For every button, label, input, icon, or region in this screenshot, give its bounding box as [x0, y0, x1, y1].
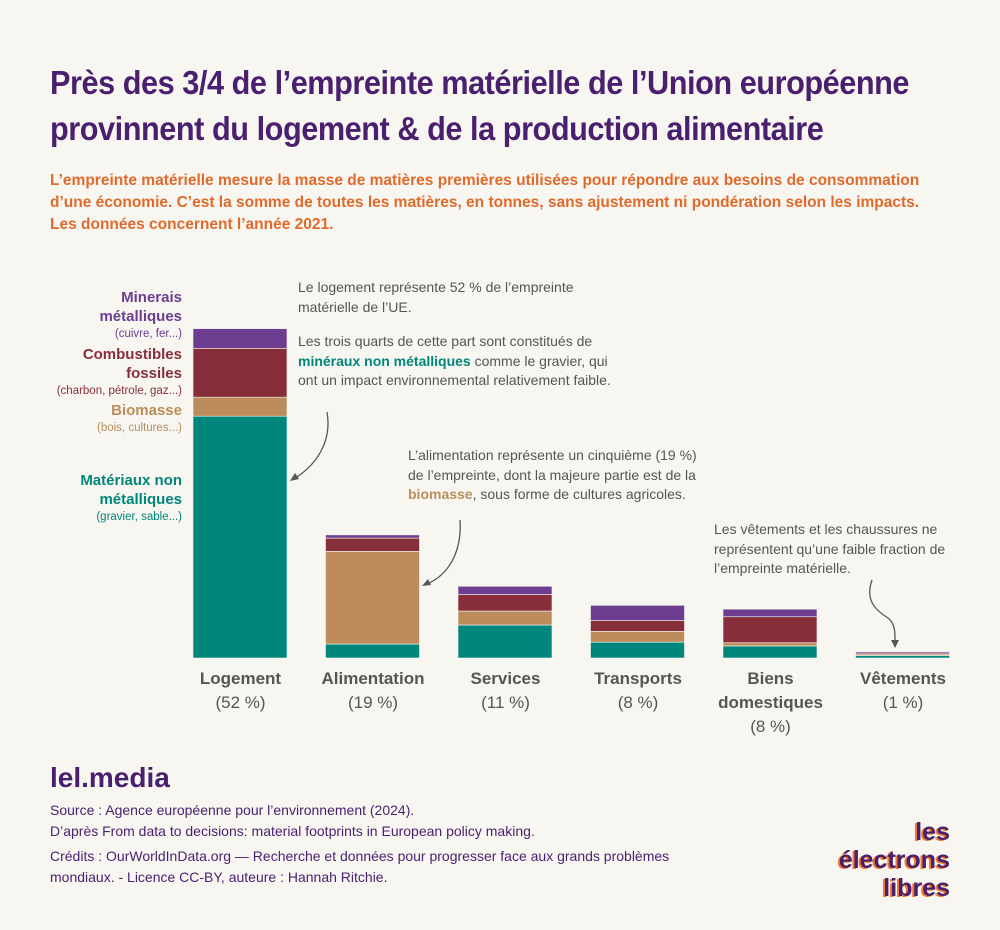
legend-metal: Minerais métalliques (cuivre, fer...)	[62, 288, 182, 342]
credits-text: Crédits : OurWorldInData.org — Recherche…	[50, 848, 670, 885]
annotation-vetements: Les vêtements et les chaussures ne repré…	[714, 521, 946, 576]
logo-line: libres	[883, 874, 950, 902]
chart-subtitle: L’empreinte matérielle mesure la masse d…	[50, 172, 920, 233]
category-name: Transports	[594, 669, 682, 688]
bar-segment-minerais-m-talliques	[192, 328, 288, 349]
category-percent: (1 %)	[882, 693, 924, 712]
bar-segment-mat-riaux-non-m-talliques	[192, 415, 288, 659]
les-electrons-libres-logo: les électrons libres	[806, 818, 950, 902]
brand-name: lel.media	[50, 762, 170, 793]
arrow-head	[290, 473, 299, 481]
chart-title: Près des 3/4 de l’empreinte matérielle d…	[50, 64, 910, 147]
bar-segment-minerais-m-talliques	[325, 534, 420, 539]
legend-sublabel: (gravier, sable...)	[96, 511, 182, 523]
category-name: Alimentation	[321, 669, 425, 688]
logo-line: les électrons	[838, 818, 950, 874]
annotation-text: , sous forme de cultures agricoles.	[472, 486, 686, 502]
legend-biomass: Biomasse (bois, cultures...)	[97, 401, 182, 436]
arrow-head	[891, 640, 899, 648]
bar-segment-combustibles-fossiles	[590, 620, 685, 632]
category-name: Services	[470, 669, 541, 688]
bar-segment-mat-riaux-non-m-talliques	[590, 641, 685, 659]
bar-segment-biomasse	[192, 396, 288, 417]
annotation-text: Les trois quarts de cette part sont cons…	[298, 333, 593, 349]
category-name: Biens domestiques	[718, 669, 823, 712]
bar-segment-biomasse	[325, 551, 420, 645]
bar-segment-minerais-m-talliques	[457, 585, 553, 595]
category-label: Services (11 %)	[439, 667, 572, 715]
bar-segment-minerais-m-talliques	[590, 605, 685, 621]
legend-nonmetal: Matériaux non métalliques (gravier, sabl…	[52, 471, 182, 525]
bar-segment-mat-riaux-non-m-talliques	[325, 643, 420, 659]
arrow-head	[422, 579, 431, 586]
annotation-highlight: biomasse	[408, 486, 473, 502]
arrow-alimentation	[424, 519, 461, 586]
annotation-alimentation: L’alimentation représente un cinquième (…	[408, 446, 698, 505]
legend-label: Minerais métalliques	[99, 289, 182, 325]
category-label: Biens domestiques (8 %)	[704, 667, 837, 739]
bar-segment-mat-riaux-non-m-talliques	[457, 624, 553, 659]
legend-sublabel: (cuivre, fer...)	[114, 328, 182, 340]
legend-label: Combustibles fossiles	[82, 346, 182, 382]
legend-label: Biomasse	[111, 402, 182, 419]
category-name: Vêtements	[860, 669, 946, 688]
bar-segment-biomasse	[722, 642, 818, 647]
category-percent: (8 %)	[750, 717, 791, 736]
credits: Source : Agence européenne pour l’enviro…	[50, 800, 750, 888]
bar-segment-minerais-m-talliques	[722, 608, 818, 618]
bar-segment-minerais-m-talliques	[855, 651, 950, 654]
bar-segment-mat-riaux-non-m-talliques	[722, 645, 818, 659]
category-label: Alimentation (19 %)	[307, 667, 440, 715]
annotation-text: comme le gravier, qui ont un impact envi…	[298, 352, 611, 389]
legend-sublabel: (charbon, pétrole, gaz...)	[56, 385, 182, 397]
annotation-highlight: minéraux non métalliques	[298, 352, 471, 369]
bar-segment-biomasse	[590, 631, 685, 643]
category-name: Logement	[199, 669, 282, 688]
legend-fossil: Combustibles fossiles (charbon, pétrole,…	[52, 345, 182, 399]
category-percent: (11 %)	[481, 693, 530, 712]
category-label: Transports (8 %)	[572, 667, 705, 715]
bar-segment-combustibles-fossiles	[457, 594, 553, 612]
bar-segment-combustibles-fossiles	[722, 616, 818, 644]
bar-segment-mat-riaux-non-m-talliques	[855, 655, 950, 659]
legend-label: Matériaux non métalliques	[80, 472, 182, 508]
category-label: Logement (52 %)	[174, 667, 307, 715]
bar-segment-combustibles-fossiles	[192, 348, 288, 398]
bar-segment-combustibles-fossiles	[325, 537, 420, 552]
category-percent: (52 %)	[215, 693, 266, 712]
legend-sublabel: (bois, cultures...)	[97, 422, 182, 434]
bar-segment-biomasse	[457, 610, 553, 626]
arrow-logement	[291, 411, 329, 481]
after-text: D’après From data to decisions: material…	[50, 823, 535, 839]
category-percent: (8 %)	[617, 693, 659, 712]
arrow-vetements	[869, 579, 896, 646]
annotation-logement-2: Les trois quarts de cette part sont cons…	[298, 332, 618, 391]
category-label: Vêtements (1 %)	[837, 667, 970, 715]
category-percent: (19 %)	[347, 693, 399, 712]
annotation-logement-1: Le logement représente 52 % de l’emprein…	[298, 279, 574, 315]
source-text: Source : Agence européenne pour l’enviro…	[50, 802, 415, 818]
annotation-text: L’alimentation représente un cinquième (…	[408, 447, 697, 483]
